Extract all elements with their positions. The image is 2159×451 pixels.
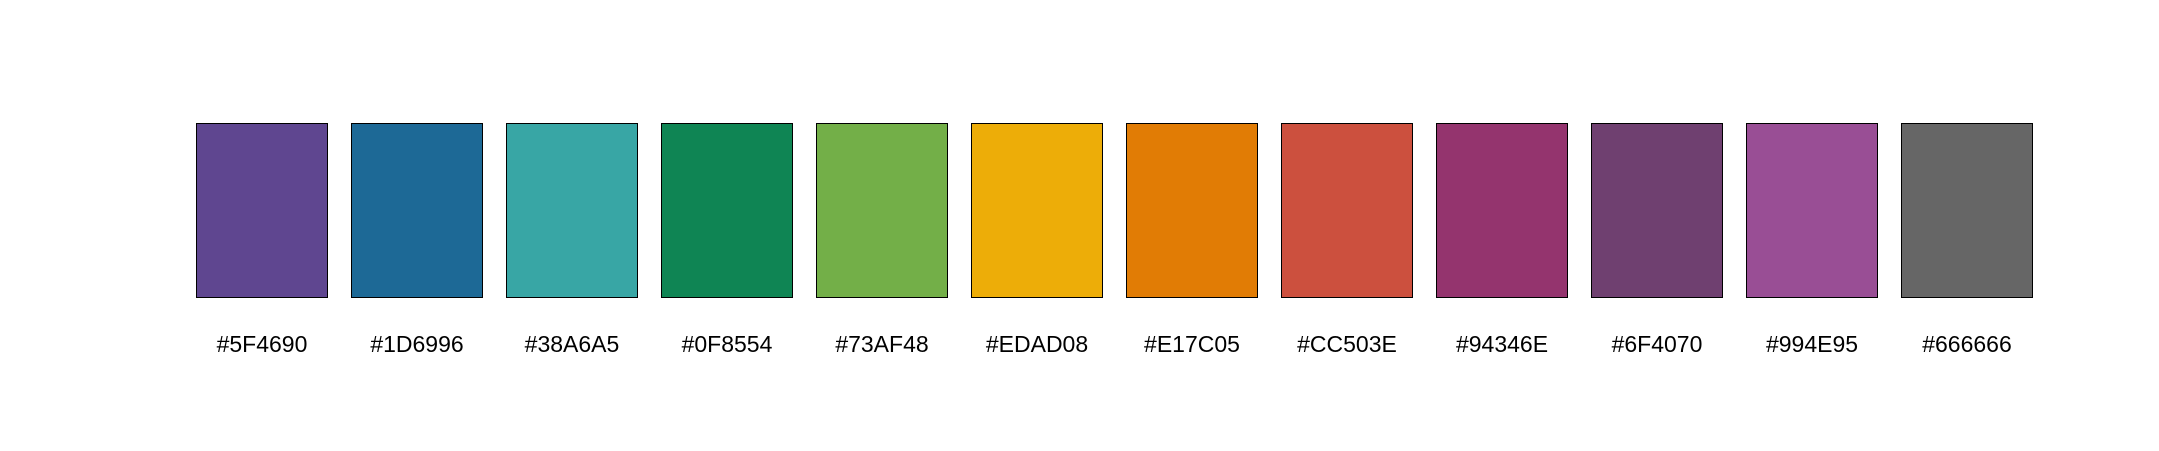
- swatch-hex-label: #666666: [1922, 331, 2012, 357]
- swatch-item: #6F4070: [1591, 123, 1723, 363]
- color-swatch: [1436, 123, 1568, 298]
- swatch-item: #0F8554: [661, 123, 793, 363]
- color-swatch: [1746, 123, 1878, 298]
- color-swatch: [351, 123, 483, 298]
- swatch-item: #994E95: [1746, 123, 1878, 363]
- swatch-hex-label: #6F4070: [1611, 331, 1703, 357]
- color-swatch: [1591, 123, 1723, 298]
- color-swatch: [1281, 123, 1413, 298]
- color-swatch: [196, 123, 328, 298]
- swatch-hex-label: #1D6996: [370, 331, 464, 357]
- color-swatch: [661, 123, 793, 298]
- swatch-item: #666666: [1901, 123, 2033, 363]
- swatch-hex-label: #EDAD08: [985, 331, 1089, 357]
- swatch-hex-label: #5F4690: [216, 331, 308, 357]
- swatch-hex-label: #E17C05: [1144, 331, 1240, 357]
- color-palette: #5F4690 #1D6996 #38A6A5 #0F8554 #73AF48 …: [196, 123, 2033, 363]
- swatch-hex-label: #0F8554: [681, 331, 773, 357]
- swatch-item: #38A6A5: [506, 123, 638, 363]
- swatch-item: #E17C05: [1126, 123, 1258, 363]
- swatch-hex-label: #CC503E: [1297, 331, 1397, 357]
- swatch-hex-label: #94346E: [1455, 331, 1549, 357]
- color-swatch: [1901, 123, 2033, 298]
- color-swatch: [816, 123, 948, 298]
- color-swatch: [1126, 123, 1258, 298]
- swatch-hex-label: #38A6A5: [524, 331, 620, 357]
- swatch-item: #EDAD08: [971, 123, 1103, 363]
- swatch-hex-label: #73AF48: [835, 331, 929, 357]
- swatch-item: #1D6996: [351, 123, 483, 363]
- color-swatch: [971, 123, 1103, 298]
- swatch-item: #5F4690: [196, 123, 328, 363]
- swatch-item: #CC503E: [1281, 123, 1413, 363]
- swatch-item: #73AF48: [816, 123, 948, 363]
- swatch-item: #94346E: [1436, 123, 1568, 363]
- color-swatch: [506, 123, 638, 298]
- swatch-hex-label: #994E95: [1765, 331, 1859, 357]
